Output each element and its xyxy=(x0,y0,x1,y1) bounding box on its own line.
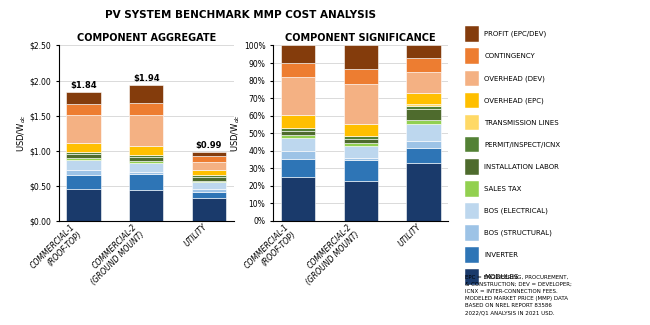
Bar xyxy=(66,115,101,143)
Bar xyxy=(192,198,226,221)
Bar xyxy=(129,85,163,103)
Bar xyxy=(344,146,378,158)
Bar xyxy=(66,104,101,115)
Text: $1.94: $1.94 xyxy=(133,74,159,84)
Bar xyxy=(406,46,441,58)
Bar xyxy=(192,182,226,189)
Bar xyxy=(192,170,226,175)
Bar xyxy=(281,115,315,128)
Text: $1.84: $1.84 xyxy=(70,82,97,90)
Bar xyxy=(406,93,441,104)
Bar xyxy=(129,161,163,163)
Bar xyxy=(281,151,315,159)
Bar xyxy=(192,176,226,177)
Bar xyxy=(192,189,226,192)
Bar xyxy=(344,136,378,139)
Bar xyxy=(281,131,315,135)
Bar xyxy=(281,135,315,138)
Bar xyxy=(406,124,441,141)
Text: EPC = ENGINEERING, PROCUREMENT,
& CONSTRUCTION; DEV = DEVELOPER;
ICNX = INTER-CO: EPC = ENGINEERING, PROCUREMENT, & CONSTR… xyxy=(465,275,571,315)
Bar xyxy=(66,154,101,158)
Bar xyxy=(406,162,441,221)
Bar xyxy=(129,103,163,115)
Bar xyxy=(281,128,315,131)
Bar xyxy=(129,172,163,174)
Bar xyxy=(192,181,226,182)
Bar xyxy=(406,58,441,72)
Bar xyxy=(66,189,101,221)
Bar xyxy=(129,115,163,146)
Y-axis label: USD/W$_{dc}$: USD/W$_{dc}$ xyxy=(230,114,242,152)
Text: MODULES: MODULES xyxy=(484,274,519,280)
Bar xyxy=(344,160,378,181)
Bar xyxy=(192,156,226,162)
Bar xyxy=(192,151,226,156)
Bar xyxy=(344,181,378,221)
Bar xyxy=(281,46,315,63)
Bar xyxy=(344,124,378,136)
Bar xyxy=(281,77,315,115)
Bar xyxy=(129,157,163,161)
Bar xyxy=(344,69,378,84)
Text: TRANSMISSION LINES: TRANSMISSION LINES xyxy=(484,120,559,125)
Bar xyxy=(344,139,378,143)
Bar xyxy=(129,174,163,190)
Bar xyxy=(192,177,226,181)
Title: COMPONENT AGGREGATE: COMPONENT AGGREGATE xyxy=(77,33,216,43)
Text: CONTINGENCY: CONTINGENCY xyxy=(484,53,535,59)
Text: PV SYSTEM BENCHMARK MMP COST ANALYSIS: PV SYSTEM BENCHMARK MMP COST ANALYSIS xyxy=(105,10,376,20)
Bar xyxy=(406,72,441,93)
Bar xyxy=(406,110,441,120)
Bar xyxy=(129,155,163,157)
Bar xyxy=(192,175,226,176)
Bar xyxy=(344,84,378,124)
Bar xyxy=(192,192,226,198)
Bar xyxy=(66,152,101,154)
Text: INSTALLATION LABOR: INSTALLATION LABOR xyxy=(484,164,559,170)
Bar xyxy=(66,92,101,104)
Bar xyxy=(281,159,315,177)
Bar xyxy=(129,163,163,172)
Y-axis label: USD/W$_{dc}$: USD/W$_{dc}$ xyxy=(15,114,27,152)
Text: BOS (STRUCTURAL): BOS (STRUCTURAL) xyxy=(484,230,552,236)
Bar xyxy=(66,170,101,176)
Bar xyxy=(129,190,163,221)
Bar xyxy=(66,176,101,189)
Text: SALES TAX: SALES TAX xyxy=(484,186,521,192)
Text: BOS (ELECTRICAL): BOS (ELECTRICAL) xyxy=(484,208,548,214)
Bar xyxy=(406,148,441,162)
Bar xyxy=(344,143,378,146)
Bar xyxy=(129,146,163,155)
Bar xyxy=(281,177,315,221)
Text: $0.99: $0.99 xyxy=(196,141,222,150)
Bar xyxy=(281,63,315,77)
Bar xyxy=(406,104,441,106)
Bar xyxy=(281,138,315,151)
Bar xyxy=(406,141,441,148)
Bar xyxy=(406,106,441,110)
Text: PROFIT (EPC/DEV): PROFIT (EPC/DEV) xyxy=(484,31,547,37)
Bar xyxy=(344,158,378,160)
Text: OVERHEAD (DEV): OVERHEAD (DEV) xyxy=(484,75,545,82)
Bar xyxy=(192,162,226,170)
Bar xyxy=(406,120,441,124)
Title: COMPONENT SIGNIFICANCE: COMPONENT SIGNIFICANCE xyxy=(285,33,436,43)
Bar xyxy=(66,160,101,170)
Text: PERMIT/INSPECT/ICNX: PERMIT/INSPECT/ICNX xyxy=(484,142,560,148)
Bar xyxy=(344,46,378,69)
Text: OVERHEAD (EPC): OVERHEAD (EPC) xyxy=(484,97,544,104)
Bar xyxy=(66,143,101,152)
Text: INVERTER: INVERTER xyxy=(484,252,518,258)
Bar xyxy=(66,158,101,160)
